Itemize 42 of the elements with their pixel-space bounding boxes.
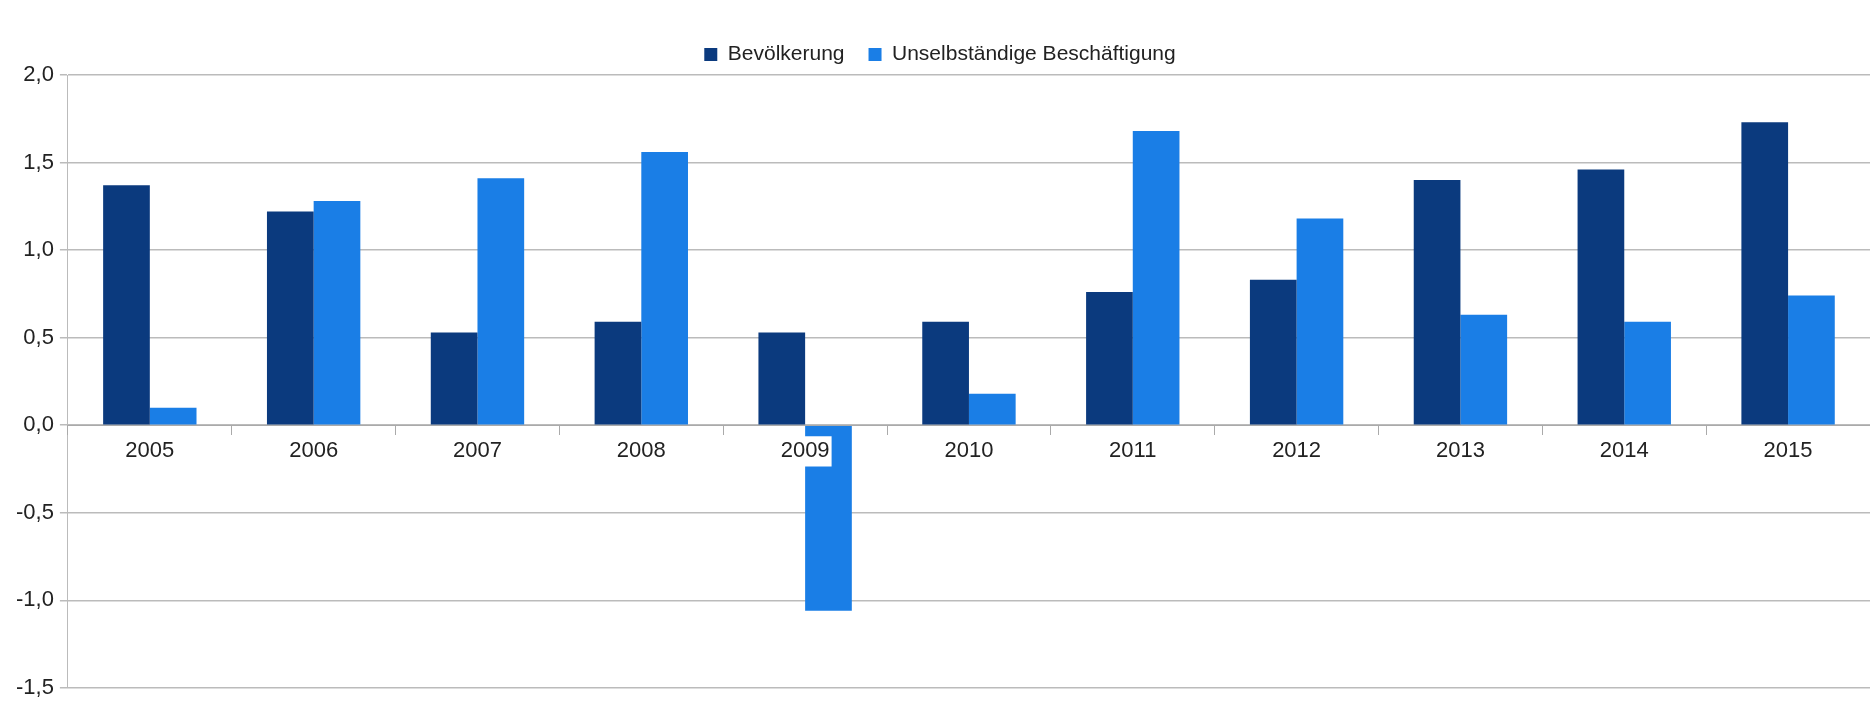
x-tick-label: 2009	[780, 437, 830, 463]
bar	[1249, 279, 1297, 425]
bar	[266, 211, 314, 425]
y-tick-label: -1,5	[15, 673, 54, 699]
x-tick-label: 2005	[125, 437, 175, 463]
bar	[477, 178, 525, 425]
y-tick-label: 0,5	[23, 323, 54, 349]
bar	[922, 321, 969, 425]
x-tick-label: 2012	[1272, 437, 1322, 463]
bar	[758, 332, 806, 425]
y-tick-label: 0,0	[23, 411, 54, 437]
bar	[1624, 321, 1671, 425]
x-tick-label: 2010	[944, 437, 994, 463]
bar	[1413, 180, 1461, 425]
bar	[1460, 314, 1508, 425]
y-tick-label: -1,0	[15, 586, 54, 612]
x-tick-label: 2014	[1599, 437, 1649, 463]
y-tick-label: -0,5	[15, 498, 54, 524]
y-tick-label: 1,0	[23, 236, 54, 262]
bar	[149, 407, 197, 425]
x-tick-label: 2013	[1435, 437, 1485, 463]
x-tick-label: 2015	[1763, 437, 1813, 463]
x-tick-label: 2011	[1109, 437, 1157, 463]
bar	[430, 332, 478, 425]
y-tick-label: 2,0	[23, 61, 54, 87]
x-tick-label: 2006	[289, 437, 339, 463]
legend-label: Bevölkerung	[727, 41, 845, 65]
bar	[594, 321, 642, 425]
bar	[1296, 218, 1344, 425]
x-tick-label: 2008	[616, 437, 666, 463]
bar	[1577, 169, 1625, 425]
bar	[1132, 131, 1180, 425]
bar	[1788, 295, 1835, 425]
bar	[1086, 292, 1133, 425]
bar	[313, 201, 361, 425]
y-tick-label: 1,5	[23, 148, 54, 174]
bar	[968, 393, 1016, 425]
legend-label: Unselbständige Beschäftigung	[892, 41, 1176, 65]
x-tick-label: 2007	[453, 437, 502, 463]
bar	[1741, 122, 1789, 425]
bar	[103, 185, 150, 425]
bar	[641, 152, 688, 425]
